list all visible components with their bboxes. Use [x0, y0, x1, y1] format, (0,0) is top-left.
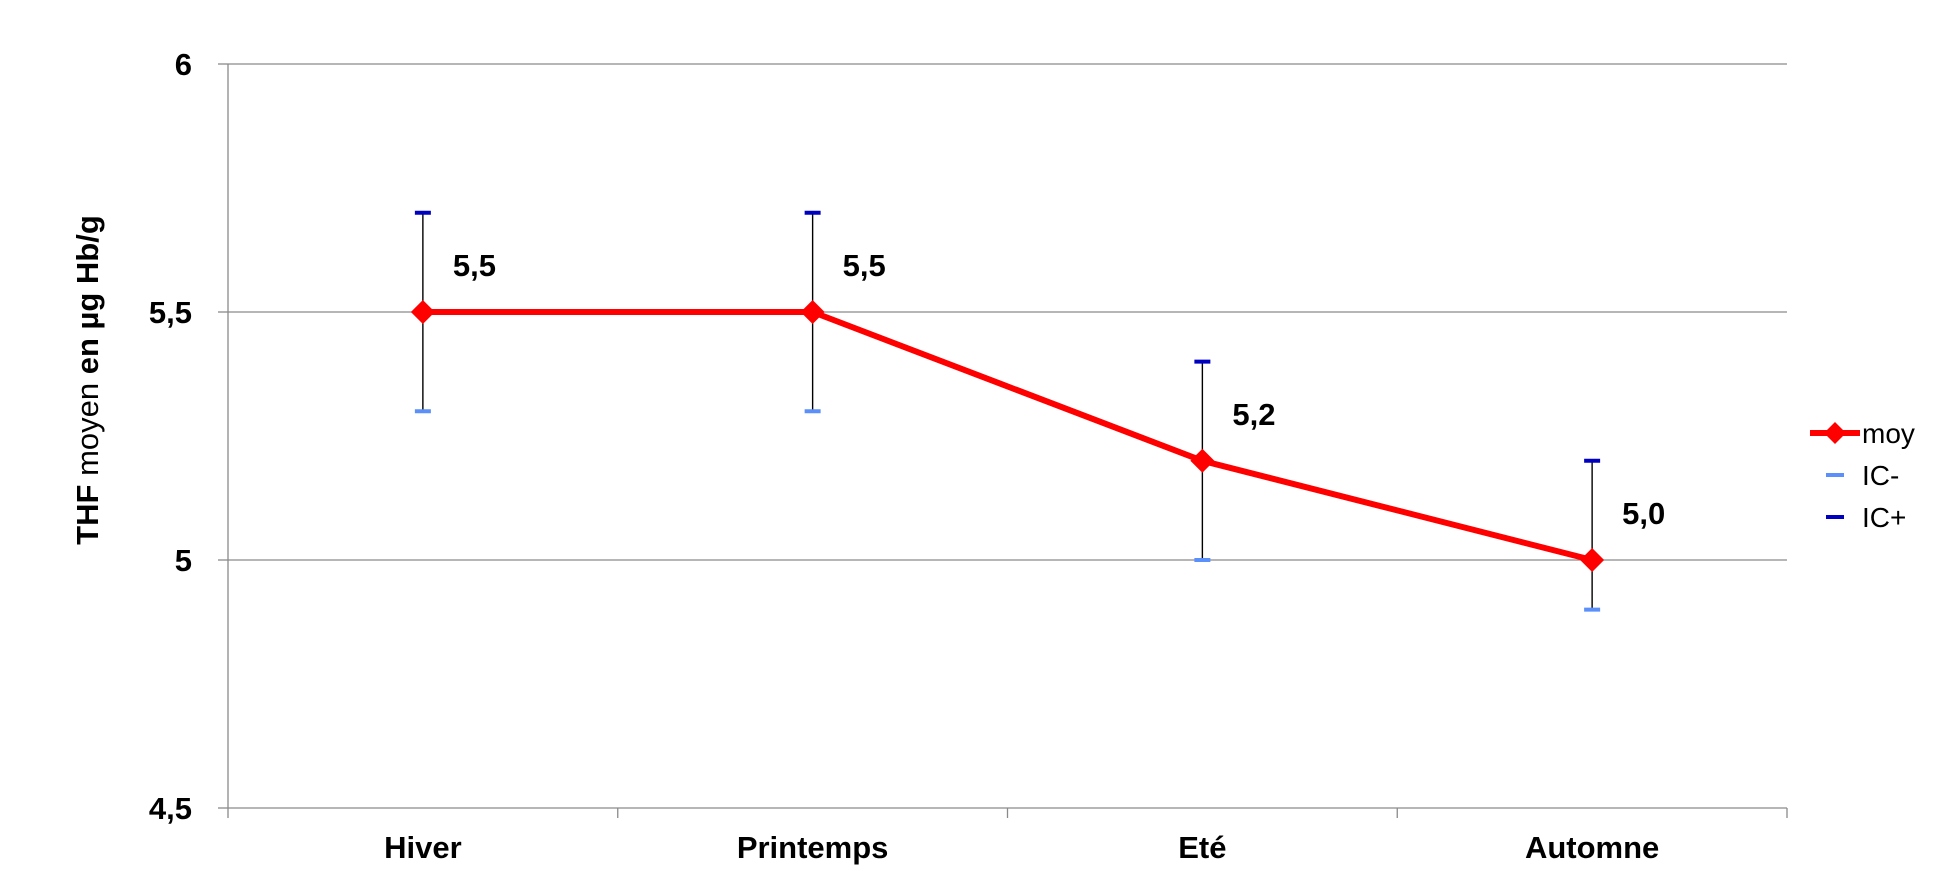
x-tick-label: Automne — [1525, 830, 1659, 865]
data-point-moy — [410, 300, 435, 324]
axes — [218, 63, 1788, 818]
y-tick-label: 5,5 — [149, 295, 192, 330]
data-label: 5,5 — [843, 248, 886, 283]
y-axis-title-part: moyen — [70, 374, 105, 484]
y-axis-title-part: en µg Hb/g — [70, 215, 105, 374]
data-point-moy — [1580, 548, 1605, 572]
y-tick-labels: 4,5 5 5,5 6 — [149, 47, 192, 826]
x-tick-label: Printemps — [737, 830, 889, 865]
y-axis-title-part: THF — [70, 485, 105, 545]
y-tick-label: 6 — [175, 47, 192, 82]
legend-swatch-marker — [1824, 422, 1846, 444]
legend: moy IC- IC+ — [1810, 418, 1915, 533]
series-moy — [410, 300, 1605, 572]
legend-label: IC- — [1862, 460, 1899, 491]
legend-label: moy — [1862, 418, 1915, 449]
data-label: 5,2 — [1232, 397, 1275, 432]
series-line-moy — [422, 309, 1593, 563]
error-bars — [414, 210, 1601, 612]
data-label: 5,0 — [1622, 496, 1665, 531]
data-point-moy — [1190, 448, 1215, 473]
data-point-moy — [800, 300, 825, 324]
y-tick-label: 5 — [175, 543, 192, 578]
x-tick-label: Hiver — [384, 830, 462, 865]
x-tick-labels: Hiver Printemps Eté Automne — [384, 830, 1659, 865]
data-labels: 5,5 5,5 5,2 5,0 — [453, 248, 1665, 531]
legend-label: IC+ — [1862, 502, 1906, 533]
y-axis-title: THF moyen en µg Hb/g — [70, 215, 105, 545]
data-label: 5,5 — [453, 248, 496, 283]
y-tick-label: 4,5 — [149, 791, 192, 826]
x-tick-label: Eté — [1178, 830, 1226, 865]
